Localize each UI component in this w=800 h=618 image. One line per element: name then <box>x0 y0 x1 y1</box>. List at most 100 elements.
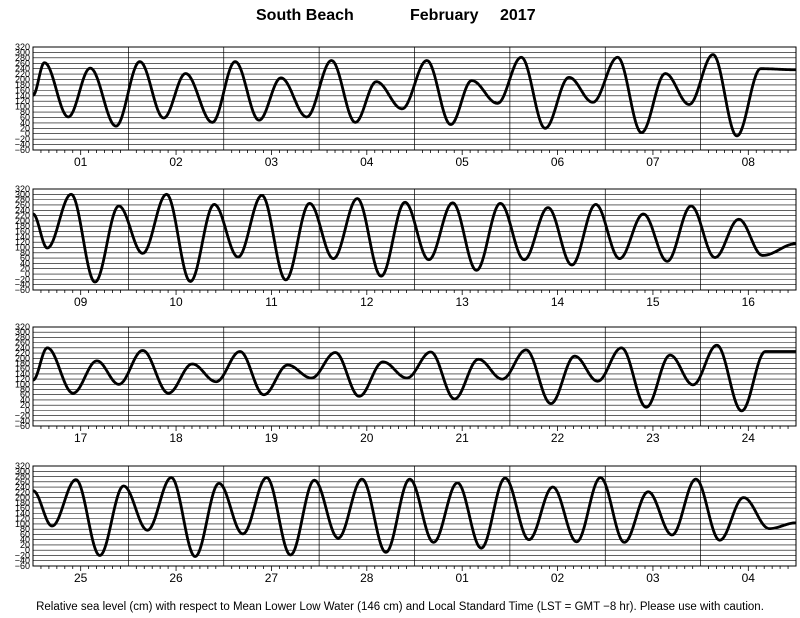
y-tick-label: 120 <box>15 514 30 524</box>
day-label: 04 <box>742 571 756 585</box>
y-tick-label: −20 <box>15 550 30 560</box>
y-tick-label: 260 <box>15 477 30 487</box>
y-tick-label: 0 <box>25 405 30 415</box>
day-label: 11 <box>265 295 278 309</box>
y-tick-label: 260 <box>15 200 30 210</box>
tide-curve <box>32 476 797 558</box>
y-tick-label: 260 <box>15 338 30 348</box>
y-tick-label: 180 <box>15 221 30 231</box>
day-label: 19 <box>265 431 279 445</box>
y-tick-label: 220 <box>15 348 30 358</box>
day-label: 03 <box>646 571 660 585</box>
y-tick-label: 200 <box>15 353 30 363</box>
tide-curve <box>32 192 797 284</box>
day-label: 14 <box>551 295 565 309</box>
y-tick-label: 100 <box>15 242 30 252</box>
tide-curve <box>32 53 797 138</box>
y-tick-label: −20 <box>15 411 30 421</box>
day-label: 08 <box>742 155 756 169</box>
day-label: 09 <box>74 295 88 309</box>
y-tick-label: 80 <box>20 248 30 258</box>
y-tick-label: 320 <box>15 184 30 194</box>
y-tick-label: 240 <box>15 205 30 215</box>
title-month: February <box>410 7 479 24</box>
y-tick-label: 60 <box>20 112 30 122</box>
y-tick-label: 120 <box>15 237 30 247</box>
title-location: South Beach <box>256 7 354 24</box>
day-label: 02 <box>551 571 565 585</box>
y-tick-label: 160 <box>15 227 30 237</box>
y-tick-label: 300 <box>15 189 30 199</box>
y-tick-label: 140 <box>15 232 30 242</box>
panel-frame <box>32 465 797 567</box>
tide-chart: 3203002802602402202001801601401201008060… <box>15 42 797 585</box>
y-tick-label: 140 <box>15 508 30 518</box>
y-tick-label: 20 <box>20 400 30 410</box>
y-tick-label: 140 <box>15 91 30 101</box>
y-tick-label: 0 <box>25 269 30 279</box>
y-tick-label: 60 <box>20 390 30 400</box>
y-tick-label: 200 <box>15 493 30 503</box>
y-tick-label: 120 <box>15 96 30 106</box>
y-tick-label: −40 <box>15 140 30 150</box>
y-tick-label: 80 <box>20 107 30 117</box>
y-tick-label: 320 <box>15 461 30 471</box>
day-label: 06 <box>551 155 565 169</box>
y-tick-label: 20 <box>20 264 30 274</box>
y-tick-label: 100 <box>15 379 30 389</box>
y-tick-label: 200 <box>15 216 30 226</box>
y-tick-label: −20 <box>15 274 30 284</box>
day-label: 04 <box>360 155 374 169</box>
y-tick-label: 220 <box>15 69 30 79</box>
day-label: 03 <box>265 155 279 169</box>
y-tick-label: 320 <box>15 42 30 52</box>
y-tick-label: 300 <box>15 466 30 476</box>
day-label: 26 <box>169 571 183 585</box>
y-tick-label: 240 <box>15 482 30 492</box>
y-tick-label: −60 <box>15 285 30 295</box>
y-tick-label: 80 <box>20 524 30 534</box>
day-label: 16 <box>742 295 756 309</box>
y-tick-label: 160 <box>15 364 30 374</box>
y-tick-label: −40 <box>15 556 30 566</box>
day-label: 02 <box>169 155 183 169</box>
y-tick-label: 240 <box>15 64 30 74</box>
y-tick-label: 180 <box>15 80 30 90</box>
y-tick-label: 40 <box>20 395 30 405</box>
y-tick-label: 280 <box>15 195 30 205</box>
y-tick-label: −60 <box>15 561 30 571</box>
y-tick-label: 220 <box>15 487 30 497</box>
y-tick-label: 180 <box>15 358 30 368</box>
y-tick-label: 280 <box>15 332 30 342</box>
y-tick-label: 40 <box>20 535 30 545</box>
y-tick-label: −40 <box>15 416 30 426</box>
day-label: 21 <box>456 431 470 445</box>
y-tick-label: 0 <box>25 129 30 139</box>
y-tick-label: 140 <box>15 369 30 379</box>
day-label: 12 <box>360 295 374 309</box>
panel-frame <box>32 326 797 427</box>
y-tick-label: 120 <box>15 374 30 384</box>
y-tick-label: 20 <box>20 123 30 133</box>
day-label: 15 <box>646 295 660 309</box>
day-label: 13 <box>456 295 470 309</box>
y-tick-label: 220 <box>15 211 30 221</box>
y-tick-label: −40 <box>15 280 30 290</box>
y-tick-label: 100 <box>15 519 30 529</box>
y-tick-label: −20 <box>15 134 30 144</box>
footer-note: Relative sea level (cm) with respect to … <box>36 601 764 613</box>
panel-frame <box>32 46 797 151</box>
y-tick-label: 280 <box>15 53 30 63</box>
y-tick-label: 160 <box>15 503 30 513</box>
y-tick-label: 180 <box>15 498 30 508</box>
y-tick-label: 160 <box>15 85 30 95</box>
chart-title: South Beach February 2017 <box>0 5 800 29</box>
y-tick-label: 320 <box>15 322 30 332</box>
y-tick-label: 60 <box>20 529 30 539</box>
day-label: 01 <box>456 571 470 585</box>
y-tick-label: 280 <box>15 472 30 482</box>
tide-curve <box>32 343 797 413</box>
day-label: 17 <box>74 431 88 445</box>
y-tick-label: −60 <box>15 421 30 431</box>
day-label: 05 <box>456 155 470 169</box>
